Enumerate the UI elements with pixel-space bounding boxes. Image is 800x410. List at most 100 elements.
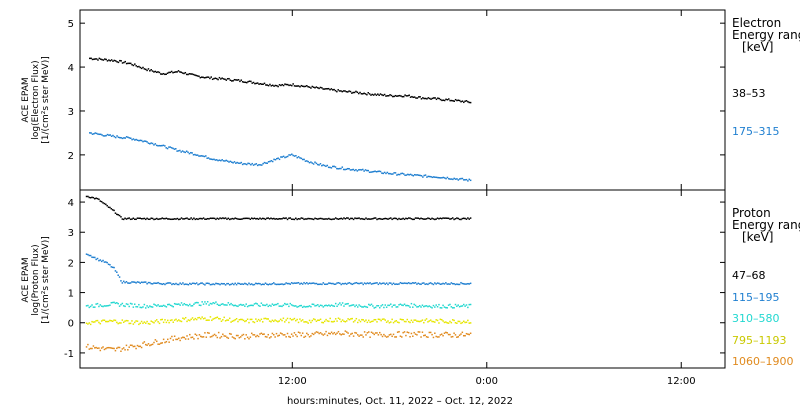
data-point (179, 149, 181, 152)
data-point (439, 283, 442, 285)
data-point (348, 305, 351, 307)
data-point (465, 321, 468, 324)
data-point (427, 336, 429, 338)
data-point (187, 283, 190, 286)
data-point (464, 179, 466, 181)
data-point (178, 283, 180, 286)
data-point (195, 154, 197, 156)
data-point (366, 321, 369, 324)
data-point (398, 321, 400, 324)
data-point (308, 336, 311, 338)
data-point (121, 302, 124, 305)
data-point (198, 217, 201, 220)
data-point (95, 258, 97, 261)
data-point (199, 76, 202, 79)
data-point (175, 318, 177, 321)
data-point (409, 217, 411, 219)
data-point (384, 217, 387, 220)
data-point (347, 318, 349, 320)
data-point (223, 335, 225, 337)
data-point (413, 331, 415, 334)
data-point (129, 218, 132, 221)
data-point (233, 304, 235, 307)
data-point (347, 332, 349, 334)
data-point (299, 332, 301, 334)
data-point (224, 320, 227, 322)
data-point (388, 217, 391, 220)
data-point (168, 71, 170, 74)
data-point (434, 332, 436, 334)
data-point (449, 99, 451, 102)
data-point (230, 161, 233, 163)
data-point (329, 305, 331, 307)
data-point (107, 263, 110, 266)
data-point (340, 167, 342, 170)
data-point (100, 260, 103, 263)
data-point (388, 304, 391, 307)
data-point (95, 197, 97, 199)
data-point (402, 331, 404, 334)
data-point (289, 217, 292, 219)
data-point (390, 217, 392, 219)
data-point (299, 283, 301, 285)
data-point (439, 98, 442, 101)
data-point (184, 303, 187, 306)
data-point (194, 153, 196, 156)
data-point (262, 162, 264, 165)
data-point (428, 217, 431, 220)
data-point (299, 157, 301, 159)
data-point (350, 318, 352, 320)
data-point (401, 95, 404, 98)
data-point (268, 304, 271, 307)
data-point (351, 304, 353, 306)
data-point (190, 305, 192, 307)
data-point (176, 150, 178, 152)
data-point (244, 81, 247, 84)
data-point (230, 333, 232, 335)
data-point (189, 218, 191, 220)
data-point (374, 282, 377, 284)
data-point (256, 82, 259, 84)
proton-ylabel-line2: log(Proton Flux) (31, 244, 41, 315)
data-point (158, 343, 161, 345)
data-point (362, 306, 364, 308)
data-point (454, 178, 457, 180)
data-point (105, 305, 107, 307)
data-point (233, 283, 235, 286)
data-point (171, 335, 173, 338)
proton-legend-item-4: 795–1193 (732, 334, 787, 347)
data-point (467, 217, 469, 219)
data-point (173, 319, 176, 321)
data-point (293, 305, 296, 307)
data-point (177, 150, 180, 152)
data-point (421, 304, 424, 307)
data-point (334, 217, 337, 219)
data-point (88, 306, 91, 309)
data-point (349, 169, 352, 171)
data-point (128, 282, 130, 284)
data-point (255, 335, 257, 338)
data-point (171, 283, 173, 286)
data-point (329, 282, 331, 285)
data-point (134, 139, 136, 141)
data-point (169, 146, 172, 148)
data-point (454, 303, 457, 306)
data-point (289, 154, 292, 156)
data-point (196, 154, 199, 156)
data-point (310, 161, 312, 163)
data-point (392, 282, 395, 285)
data-point (123, 137, 125, 139)
data-point (220, 159, 222, 162)
data-point (274, 218, 276, 220)
data-point (103, 348, 106, 351)
data-point (107, 346, 110, 349)
data-point (206, 282, 209, 285)
data-point (341, 333, 344, 335)
data-point (245, 283, 247, 285)
data-point (224, 160, 226, 162)
data-point (371, 93, 374, 96)
data-point (127, 282, 129, 284)
data-point (457, 179, 460, 181)
data-point (271, 218, 274, 220)
data-point (412, 335, 414, 337)
